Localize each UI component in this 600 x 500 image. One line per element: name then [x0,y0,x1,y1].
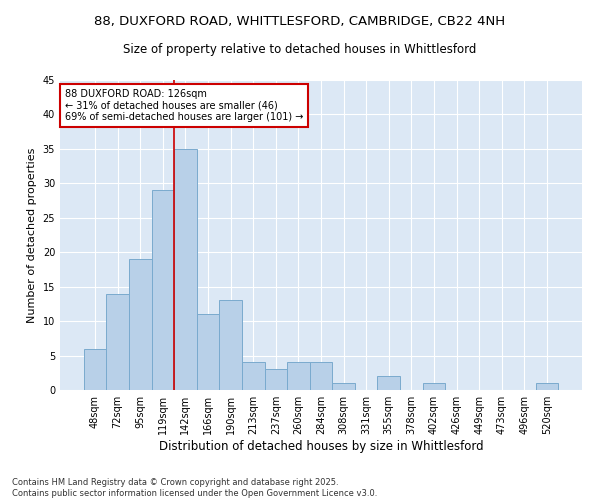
Bar [129,259,152,390]
Bar [197,314,220,390]
Bar [377,376,400,390]
Text: Contains HM Land Registry data © Crown copyright and database right 2025.
Contai: Contains HM Land Registry data © Crown c… [12,478,377,498]
Y-axis label: Number of detached properties: Number of detached properties [27,148,37,322]
Bar [422,383,445,390]
Bar [332,383,355,390]
Bar [106,294,129,390]
Text: Size of property relative to detached houses in Whittlesford: Size of property relative to detached ho… [124,42,476,56]
Bar [174,149,197,390]
Text: 88 DUXFORD ROAD: 126sqm
← 31% of detached houses are smaller (46)
69% of semi-de: 88 DUXFORD ROAD: 126sqm ← 31% of detache… [65,90,304,122]
Bar [242,362,265,390]
Text: 88, DUXFORD ROAD, WHITTLESFORD, CAMBRIDGE, CB22 4NH: 88, DUXFORD ROAD, WHITTLESFORD, CAMBRIDG… [94,15,506,28]
X-axis label: Distribution of detached houses by size in Whittlesford: Distribution of detached houses by size … [158,440,484,453]
Bar [536,383,558,390]
Bar [310,362,332,390]
Bar [152,190,174,390]
Bar [84,348,106,390]
Bar [265,370,287,390]
Bar [287,362,310,390]
Bar [220,300,242,390]
